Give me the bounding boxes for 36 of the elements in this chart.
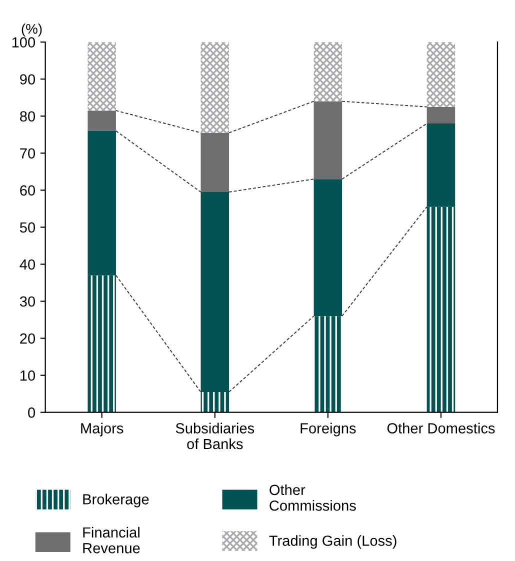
bar [200, 42, 230, 133]
y-tick-label: 30 [20, 296, 36, 307]
bar [88, 110, 116, 131]
bar [314, 179, 342, 316]
x-tick-label: Subsidiaries of Banks [176, 422, 254, 450]
bar [88, 42, 116, 111]
legend-label: Financial Revenue [83, 526, 140, 554]
bar [426, 42, 456, 107]
bar [314, 101, 342, 180]
y-tick-label: 60 [20, 185, 36, 196]
bar [200, 132, 230, 192]
y-tick-label: 50 [20, 222, 36, 233]
y-tick-label: 40 [20, 259, 36, 270]
bar [314, 42, 342, 102]
x-tick-label: Foreigns [300, 422, 356, 436]
y-tick-label: 90 [20, 74, 36, 85]
y-axis-title: (%) [22, 24, 42, 37]
legend-label: Brokerage [83, 494, 149, 508]
x-tick-label: Majors [81, 422, 124, 436]
y-tick-label: 80 [20, 111, 36, 122]
bar [200, 192, 230, 392]
y-tick-label: 0 [28, 407, 36, 418]
x-tick-label: Other Domestics [387, 422, 495, 434]
y-tick-label: 20 [20, 333, 36, 344]
legend-label: Trading Gain (Loss) [269, 535, 396, 549]
bar [200, 392, 230, 412]
y-tick-label: 100 [12, 37, 36, 48]
y-tick-label: 10 [20, 370, 36, 381]
bar [426, 106, 456, 124]
bar [426, 124, 456, 207]
bar [88, 275, 116, 412]
legend-label: Other Commissions [270, 484, 356, 511]
y-tick-label: 70 [20, 148, 36, 159]
bar [426, 206, 456, 412]
bar [88, 130, 116, 276]
bar [314, 316, 342, 412]
